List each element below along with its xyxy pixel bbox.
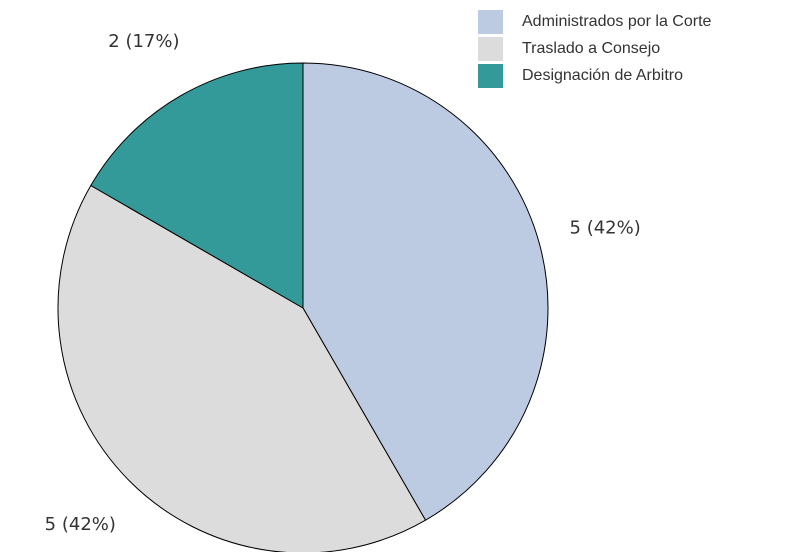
pie-slice xyxy=(302,62,549,521)
data-label: 2 (17%) xyxy=(108,31,179,52)
legend-label: Traslado a Consejo xyxy=(522,40,660,57)
data-label: 5 (42%) xyxy=(45,514,116,535)
data-label: 5 (42%) xyxy=(570,218,641,239)
legend-label: Designación de Arbitro xyxy=(522,67,683,84)
legend-label: Administrados por la Corte xyxy=(522,13,712,30)
pie-slice xyxy=(90,62,304,309)
legend-swatch xyxy=(478,64,503,88)
pie-slice xyxy=(57,184,427,552)
legend-swatch xyxy=(478,10,503,34)
legend-swatch xyxy=(478,37,503,61)
